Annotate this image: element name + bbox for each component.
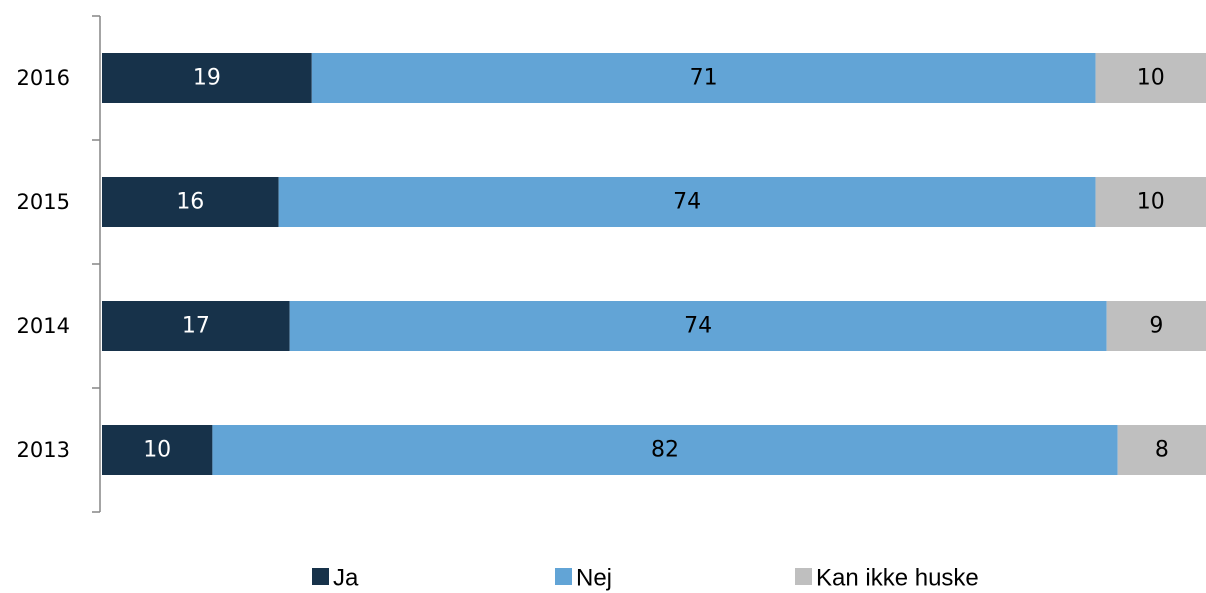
bar-2015-series-0 [102, 177, 279, 227]
legend-label-2: Kan ikke huske [816, 565, 979, 592]
bar-2016-series-2 [1095, 53, 1206, 103]
y-tick-label-2013: 2013 [17, 438, 70, 462]
bar-2013-series-0 [102, 425, 213, 475]
y-axis: 2016 2015 2014 2013 [17, 15, 101, 513]
legend-swatch-0 [312, 568, 329, 585]
bar-2014-series-1 [289, 301, 1107, 351]
legend-label-0: Ja [333, 565, 359, 592]
legend-label-1: Nej [576, 565, 612, 592]
bar-2016-series-1 [311, 53, 1096, 103]
y-tick-label-2016: 2016 [17, 66, 70, 90]
y-tick-label-2014: 2014 [17, 314, 70, 338]
data-label-2013-series-0: 10 [143, 438, 171, 463]
bar-2014-series-0 [102, 301, 290, 351]
bar-2015-series-1 [278, 177, 1096, 227]
data-label-2015-series-0: 16 [176, 190, 204, 215]
bar-2013-series-1 [212, 425, 1118, 475]
bar-2013-series-2 [1117, 425, 1206, 475]
y-tick-label-2015: 2015 [17, 190, 70, 214]
data-label-2013-series-1: 82 [651, 438, 679, 463]
data-label-2015-series-1: 74 [673, 190, 701, 215]
data-label-2016-series-1: 71 [690, 66, 718, 91]
legend-swatch-2 [795, 568, 812, 585]
data-label-2014-series-1: 74 [684, 314, 712, 339]
data-label-2015-series-2: 10 [1137, 190, 1165, 215]
bars [102, 53, 1206, 475]
data-label-2016-series-0: 19 [193, 66, 221, 91]
data-label-2013-series-2: 8 [1155, 438, 1169, 463]
bar-2016-series-0 [102, 53, 312, 103]
bar-2015-series-2 [1095, 177, 1206, 227]
data-label-2014-series-0: 17 [182, 314, 210, 339]
data-label-2014-series-2: 9 [1149, 314, 1163, 339]
legend: Ja Nej Kan ikke huske [312, 565, 979, 592]
bar-2014-series-2 [1106, 301, 1206, 351]
data-label-2016-series-2: 10 [1137, 66, 1165, 91]
data-labels: 19 71 10 16 74 10 17 74 9 10 82 8 [143, 66, 1169, 463]
legend-swatch-1 [555, 568, 572, 585]
